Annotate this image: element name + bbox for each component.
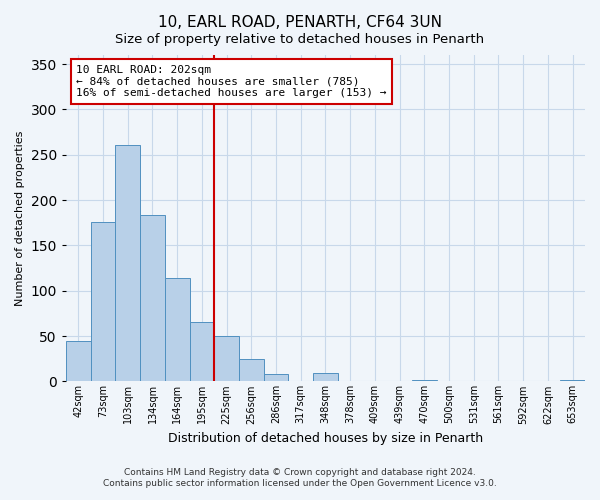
Text: Size of property relative to detached houses in Penarth: Size of property relative to detached ho… bbox=[115, 32, 485, 46]
Text: Contains HM Land Registry data © Crown copyright and database right 2024.
Contai: Contains HM Land Registry data © Crown c… bbox=[103, 468, 497, 487]
Bar bbox=[165, 278, 190, 382]
X-axis label: Distribution of detached houses by size in Penarth: Distribution of detached houses by size … bbox=[168, 432, 483, 445]
Bar bbox=[115, 145, 140, 382]
Bar bbox=[239, 358, 263, 382]
Bar bbox=[214, 336, 239, 382]
Bar bbox=[560, 380, 585, 382]
Bar bbox=[190, 322, 214, 382]
Bar bbox=[313, 373, 338, 382]
Text: 10, EARL ROAD, PENARTH, CF64 3UN: 10, EARL ROAD, PENARTH, CF64 3UN bbox=[158, 15, 442, 30]
Bar bbox=[263, 374, 289, 382]
Bar bbox=[91, 222, 115, 382]
Y-axis label: Number of detached properties: Number of detached properties bbox=[15, 130, 25, 306]
Bar bbox=[66, 340, 91, 382]
Text: 10 EARL ROAD: 202sqm
← 84% of detached houses are smaller (785)
16% of semi-deta: 10 EARL ROAD: 202sqm ← 84% of detached h… bbox=[76, 65, 387, 98]
Bar bbox=[140, 216, 165, 382]
Bar bbox=[412, 380, 437, 382]
